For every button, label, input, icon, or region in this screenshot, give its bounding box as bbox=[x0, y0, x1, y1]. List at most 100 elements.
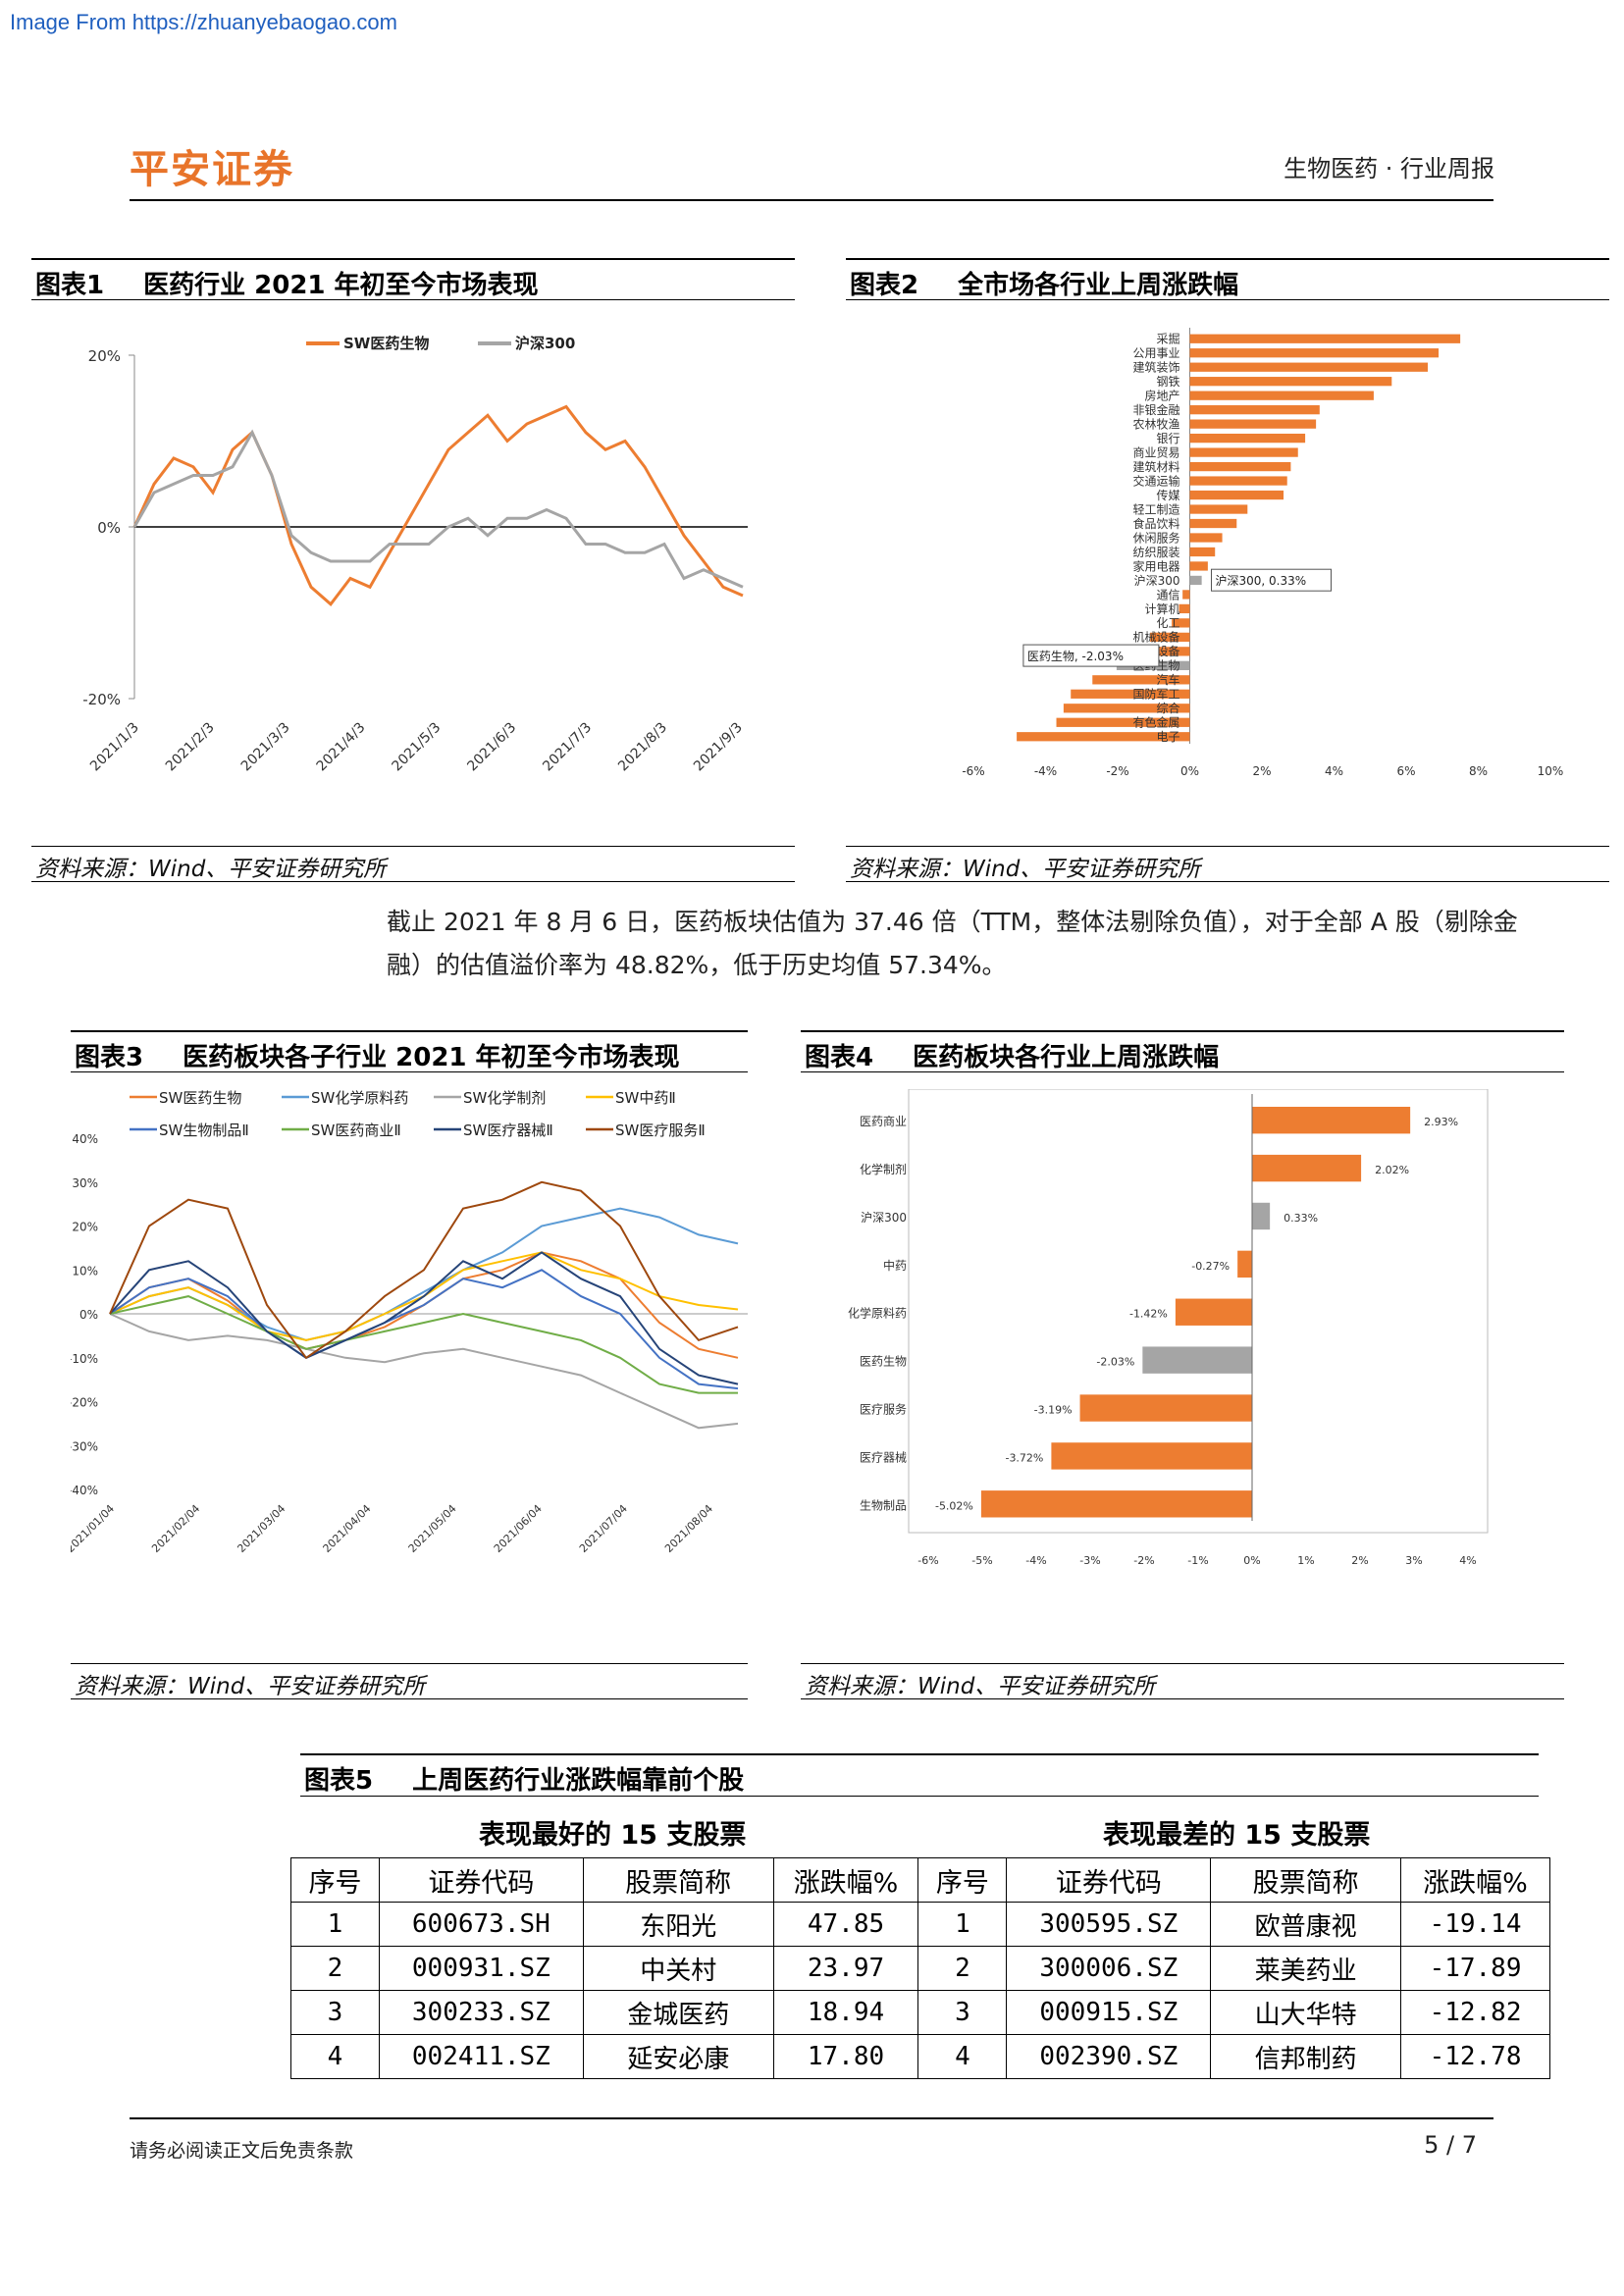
table-cell: 3 bbox=[917, 1990, 1008, 2035]
y-tick-label: 30% bbox=[72, 1176, 98, 1190]
bar-交通运输 bbox=[1189, 476, 1287, 486]
bar-国防军工 bbox=[1071, 689, 1190, 699]
fig4-source: 资料来源：Wind、平安证券研究所 bbox=[805, 1674, 1156, 1699]
fig2-bottom-rule bbox=[846, 881, 1609, 882]
data-label: -0.27% bbox=[1191, 1260, 1230, 1273]
table-cell: 23.97 bbox=[772, 1946, 919, 1991]
category-label: 商业贸易 bbox=[1132, 444, 1179, 459]
table-cell: 002390.SZ bbox=[1006, 2034, 1212, 2079]
fig3-title: 图表3 医药板块各子行业 2021 年初至今市场表现 bbox=[75, 1037, 680, 1073]
bar-汽车 bbox=[1092, 675, 1190, 685]
category-label: 生物制品 bbox=[860, 1498, 907, 1512]
callout-label: 沪深300, 0.33% bbox=[1216, 574, 1307, 588]
table-cell: 1 bbox=[290, 1902, 380, 1947]
category-label: 食品饮料 bbox=[1132, 516, 1179, 531]
x-tick-label: 2021/05/04 bbox=[406, 1502, 459, 1555]
category-label: 公用事业 bbox=[1132, 346, 1179, 360]
fig4-top-rule bbox=[801, 1030, 1564, 1032]
series-line-4 bbox=[109, 1269, 739, 1390]
fig1-source-rule bbox=[31, 846, 795, 847]
fig1-title-text: 医药行业 2021 年初至今市场表现 bbox=[143, 271, 539, 300]
bar-沪深300 bbox=[1252, 1202, 1271, 1230]
x-tick-label: -2% bbox=[1133, 1554, 1154, 1567]
x-tick-label: 1% bbox=[1297, 1554, 1314, 1567]
category-label: 传媒 bbox=[1156, 488, 1179, 502]
x-tick-label: 2021/4/3 bbox=[314, 720, 369, 775]
fig4-title-text: 医药板块各行业上周涨跌幅 bbox=[913, 1043, 1220, 1072]
table-cell: 中关村 bbox=[582, 1946, 774, 1991]
table-cell: 4 bbox=[917, 2034, 1008, 2079]
y-tick-label: -10% bbox=[71, 1352, 98, 1366]
data-label: -5.02% bbox=[935, 1499, 973, 1512]
bar-医疗服务 bbox=[1079, 1394, 1252, 1422]
x-tick-label: 10% bbox=[1538, 764, 1564, 778]
table-cell: 延安必康 bbox=[582, 2034, 774, 2079]
fig1-number: 图表1 bbox=[35, 271, 105, 300]
x-tick-label: 2021/08/04 bbox=[662, 1502, 715, 1555]
series-line-6 bbox=[109, 1251, 739, 1385]
x-tick-label: 2021/5/3 bbox=[390, 720, 445, 775]
column-header: 涨跌幅% bbox=[1400, 1857, 1550, 1903]
stock-table: 序号 证券代码 股票简称 涨跌幅% 序号 证券代码 股票简称 涨跌幅% 1 600673.SH 东… bbox=[290, 1857, 1550, 2079]
table-cell: -12.82 bbox=[1400, 1990, 1550, 2035]
footer-disclaimer: 请务必阅读正文后免责条款 bbox=[130, 2140, 354, 2162]
fig2-source: 资料来源：Wind、平安证券研究所 bbox=[850, 857, 1201, 882]
y-tick-label: -20% bbox=[71, 1396, 98, 1410]
table-cell: 300006.SZ bbox=[1006, 1946, 1212, 1991]
bar-纺织服装 bbox=[1189, 547, 1216, 557]
fig5-title-text: 上周医药行业涨跌幅靠前个股 bbox=[412, 1766, 745, 1796]
bar-医药生物 bbox=[1142, 1346, 1252, 1374]
category-label: 医药商业 bbox=[860, 1114, 907, 1128]
category-label: 化学制剂 bbox=[860, 1162, 907, 1176]
x-tick-label: 2021/6/3 bbox=[464, 720, 519, 775]
category-label: 轻工制造 bbox=[1132, 502, 1179, 516]
legend-label: SW化学制剂 bbox=[463, 1089, 546, 1107]
bar-农林牧渔 bbox=[1189, 419, 1317, 429]
legend-label: SW医药商业Ⅱ bbox=[311, 1122, 401, 1139]
fig4-title-rule bbox=[801, 1071, 1564, 1072]
y-tick-label: 20% bbox=[88, 347, 121, 365]
fig4-title: 图表4 医药板块各行业上周涨跌幅 bbox=[805, 1037, 1219, 1073]
y-tick-label: -20% bbox=[82, 691, 121, 708]
data-label: -1.42% bbox=[1129, 1308, 1168, 1321]
watermark: Image From https://zhuanyebaogao.com bbox=[10, 10, 397, 34]
x-tick-label: 8% bbox=[1469, 764, 1488, 778]
table-cell: 信邦制药 bbox=[1210, 2034, 1402, 2079]
x-tick-label: -2% bbox=[1106, 764, 1128, 778]
x-tick-label: 2021/3/3 bbox=[238, 720, 293, 775]
table-cell: 2 bbox=[917, 1946, 1008, 1991]
table-cell: 17.80 bbox=[772, 2034, 919, 2079]
fig2-top-rule bbox=[846, 258, 1609, 260]
table-cell: 002411.SZ bbox=[378, 2034, 584, 2079]
category-label: 房地产 bbox=[1144, 389, 1179, 403]
best-stocks-title: 表现最好的 15 支股票 bbox=[479, 1820, 747, 1851]
legend-label: SW化学原料药 bbox=[311, 1089, 408, 1107]
table-cell: -17.89 bbox=[1400, 1946, 1550, 1991]
bar-沪深300 bbox=[1189, 575, 1202, 586]
column-header: 证券代码 bbox=[1006, 1857, 1212, 1903]
fig2-title-rule bbox=[846, 299, 1609, 300]
x-tick-label: 0% bbox=[1243, 1554, 1260, 1567]
table-cell: 金城医药 bbox=[582, 1990, 774, 2035]
bar-轻工制造 bbox=[1189, 504, 1248, 514]
fig4-number: 图表4 bbox=[805, 1043, 874, 1072]
fig3-title-text: 医药板块各子行业 2021 年初至今市场表现 bbox=[183, 1043, 680, 1072]
category-label: 建筑材料 bbox=[1132, 459, 1179, 474]
column-header: 序号 bbox=[917, 1857, 1008, 1903]
x-tick-label: 2021/06/04 bbox=[492, 1502, 545, 1555]
y-tick-label: 20% bbox=[72, 1221, 98, 1234]
fig2-title: 图表2 全市场各行业上周涨跌幅 bbox=[850, 265, 1238, 301]
category-label: 钢铁 bbox=[1156, 375, 1179, 389]
bar-中药 bbox=[1237, 1250, 1252, 1278]
legend-label: SW医药生物 bbox=[343, 335, 429, 352]
category-label: 有色金属 bbox=[1132, 715, 1179, 730]
table-cell: 4 bbox=[290, 2034, 380, 2079]
bar-生物制品 bbox=[980, 1490, 1252, 1518]
series-line-1 bbox=[132, 429, 744, 589]
bar-银行 bbox=[1189, 433, 1306, 444]
table-header-row: 序号 证券代码 股票简称 涨跌幅% 序号 证券代码 股票简称 涨跌幅% bbox=[290, 1857, 1550, 1903]
table-row: 2 000931.SZ 中关村 23.97 2 300006.SZ 莱美药业 -17.89 bbox=[290, 1946, 1550, 1991]
bar-医药商业 bbox=[1252, 1107, 1411, 1134]
bar-化工 bbox=[1172, 618, 1190, 628]
table-cell: 300233.SZ bbox=[378, 1990, 584, 2035]
